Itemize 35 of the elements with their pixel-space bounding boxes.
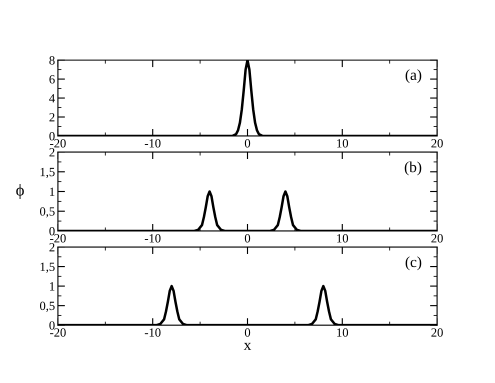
x-tick-label: 20 (431, 234, 443, 243)
x-tick-label: -20 (50, 328, 66, 337)
y-tick-label: 0 (49, 321, 55, 330)
y-tick-label: 6 (49, 75, 55, 84)
y-tick-label: 4 (49, 94, 55, 102)
x-tick-label: 20 (431, 139, 443, 148)
x-tick-label: -10 (144, 139, 161, 148)
x-tick-label: 10 (337, 328, 348, 337)
annotation: (c) (406, 256, 422, 270)
y-tick-label: 2 (49, 243, 54, 252)
x-axis-title: x (244, 342, 252, 350)
x-tick-label: -10 (144, 234, 161, 243)
y-tick-label: 0,5 (40, 207, 55, 218)
x-tick-label: -20 (50, 139, 66, 148)
y-tick-label: 0,5 (40, 302, 55, 312)
annotation: (b) (404, 162, 422, 176)
y-tick-label: 0 (49, 226, 55, 236)
x-tick-label: 10 (337, 139, 348, 148)
y-tick-label: 2 (49, 113, 54, 122)
x-tick-label: 0 (244, 234, 250, 243)
x-tick-label: 0 (244, 139, 250, 148)
y-tick-label: 1 (50, 282, 54, 290)
annotation: (a) (406, 69, 422, 84)
y-tick-label: 1,5 (40, 168, 55, 178)
y-axis-title: ϕ (16, 184, 24, 200)
y-tick-label: 1,5 (40, 262, 55, 273)
x-tick-label: 10 (337, 234, 348, 243)
x-tick-label: 0 (244, 328, 250, 337)
y-tick-label: 1 (50, 188, 54, 196)
x-tick-label: 20 (431, 328, 443, 337)
y-tick-label: 8 (49, 56, 55, 65)
x-tick-label: -20 (50, 234, 66, 243)
y-tick-label: 0 (49, 132, 55, 140)
y-tick-label: 2 (49, 148, 54, 156)
x-tick-label: -10 (144, 328, 161, 337)
